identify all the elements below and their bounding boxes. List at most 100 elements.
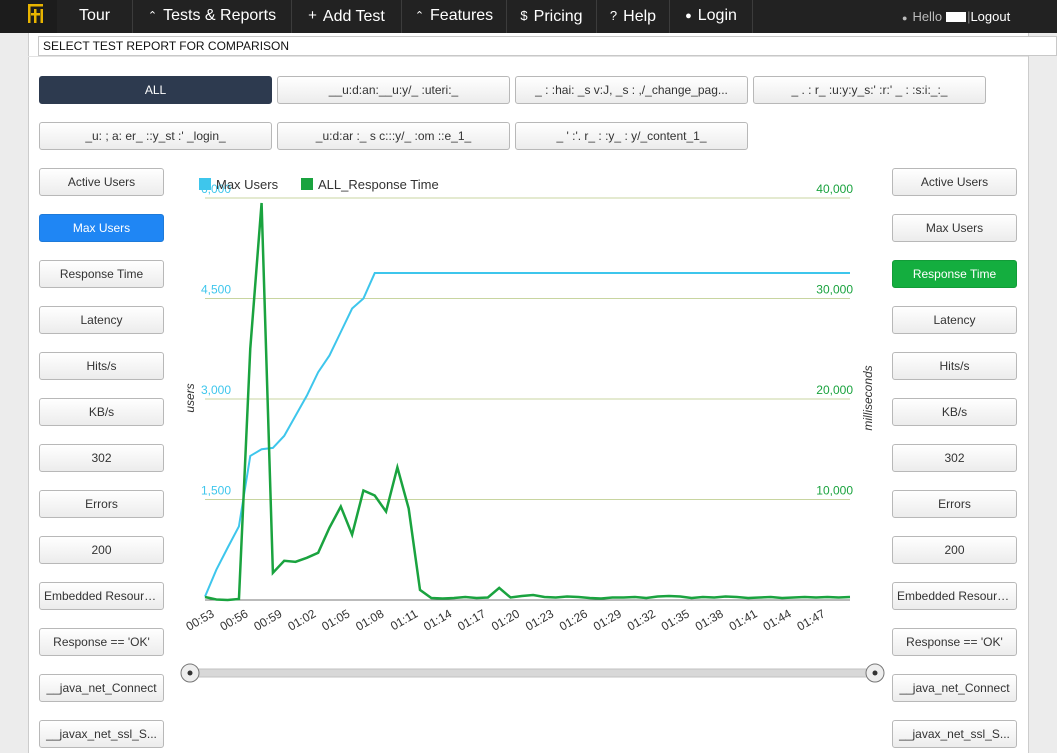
nav-pricing-label: Pricing	[533, 8, 583, 25]
left-metric-button[interactable]: Hits/s	[39, 352, 164, 380]
home-icon: ⌃	[147, 10, 158, 22]
question-icon: ?	[609, 8, 618, 23]
x-tick-label: 01:17	[455, 606, 488, 633]
right-metric-button[interactable]: Max Users	[892, 214, 1017, 242]
nav-login-label: Login	[697, 7, 737, 24]
main-panel	[28, 33, 1029, 753]
nav-tests-reports-label: Tests & Reports	[163, 7, 277, 24]
y-right-tick-label: 30,000	[816, 283, 853, 297]
home-icon: ⌃	[414, 10, 425, 22]
right-metric-button[interactable]: Response Time	[892, 260, 1017, 288]
series-line-response-time	[204, 202, 851, 602]
right-metric-button[interactable]: Latency	[892, 306, 1017, 334]
left-metric-button[interactable]: 200	[39, 536, 164, 564]
nav-tests-reports[interactable]: ⌃ Tests & Reports	[133, 0, 292, 33]
report-select-header[interactable]: SELECT TEST REPORT FOR COMPARISON	[38, 36, 1057, 56]
x-tick-label: 01:35	[659, 606, 692, 633]
series-line-max-users	[204, 272, 850, 598]
left-metric-button[interactable]: Latency	[39, 306, 164, 334]
right-metric-button[interactable]: Hits/s	[892, 352, 1017, 380]
report-button[interactable]: _ ' :'. r_ : :y_ : y/_content_1_	[515, 122, 748, 150]
legend-label-response-time: ALL_Response Time	[318, 177, 439, 192]
x-tick-label: 01:32	[625, 606, 658, 633]
left-metric-button[interactable]: 302	[39, 444, 164, 472]
left-metric-button[interactable]: Max Users	[39, 214, 164, 242]
right-metric-button[interactable]: Errors	[892, 490, 1017, 518]
x-tick-label: 01:02	[285, 606, 318, 633]
slider-track	[189, 668, 877, 678]
top-navigation-bar: Tour ⌃ Tests & Reports + Add Test ⌃ Feature…	[0, 0, 1057, 33]
logout-link[interactable]: Logout	[970, 9, 1011, 24]
comparison-chart: 1,5003,0004,5006,00010,00020,00030,00040…	[183, 177, 875, 634]
report-button[interactable]: _u:d:ar :_ s c:::y/_ :om ::e_1_	[277, 122, 510, 150]
left-metric-button[interactable]: Errors	[39, 490, 164, 518]
nav-add-test[interactable]: + Add Test	[292, 0, 402, 33]
nav-add-test-label: Add Test	[322, 8, 385, 25]
nav-features[interactable]: ⌃ Features	[402, 0, 507, 33]
nav-tour-label: Tour	[78, 7, 111, 24]
right-metric-button[interactable]: 302	[892, 444, 1017, 472]
user-icon: ●	[902, 13, 908, 23]
x-tick-label: 01:47	[795, 606, 828, 633]
slider-handle-right[interactable]	[865, 663, 885, 683]
divider	[28, 56, 1028, 57]
x-tick-label: 01:05	[319, 606, 352, 633]
nav-help-label: Help	[623, 8, 657, 25]
x-tick-label: 00:56	[217, 606, 250, 633]
right-metric-button[interactable]: Response == 'OK'	[892, 628, 1017, 656]
x-tick-label: 01:26	[557, 606, 590, 633]
left-metric-button[interactable]: Active Users	[39, 168, 164, 196]
logo[interactable]	[0, 0, 57, 33]
report-button[interactable]: _u: ; a: er_ ::y_st :' _login_	[39, 122, 272, 150]
nav-login[interactable]: ● Login	[670, 0, 753, 33]
nav-help[interactable]: ? Help	[597, 0, 670, 33]
logo-icon	[28, 4, 43, 23]
left-metric-button[interactable]: Embedded Resources	[39, 582, 164, 610]
x-tick-label: 01:44	[761, 606, 794, 633]
slider-handle-left[interactable]	[180, 663, 200, 683]
nav-pricing[interactable]: $ Pricing	[507, 0, 597, 33]
right-metric-button[interactable]: 200	[892, 536, 1017, 564]
nav-features-label: Features	[430, 7, 494, 24]
y-left-tick-label: 1,500	[201, 484, 231, 498]
right-metric-button[interactable]: KB/s	[892, 398, 1017, 426]
x-tick-label: 01:20	[489, 606, 522, 633]
left-metric-button[interactable]: KB/s	[39, 398, 164, 426]
hello-text: Hello	[912, 9, 943, 24]
x-tick-label: 01:08	[353, 606, 386, 633]
legend-label-max-users: Max Users	[216, 177, 279, 192]
user-greeting: ● Hello |Logout	[902, 9, 1011, 24]
x-tick-label: 01:11	[388, 606, 421, 633]
left-metric-button[interactable]: __javax_net_ssl_S...	[39, 720, 164, 748]
redacted-username	[946, 12, 967, 22]
x-tick-label: 01:29	[591, 606, 624, 633]
report-button-all[interactable]: ALL	[39, 76, 272, 104]
y-right-tick-label: 40,000	[816, 182, 853, 196]
time-range-slider[interactable]	[180, 663, 886, 683]
right-metric-button[interactable]: Active Users	[892, 168, 1017, 196]
x-tick-label: 00:53	[183, 606, 216, 633]
x-tick-label: 01:41	[727, 606, 760, 633]
right-metric-button[interactable]: Embedded Resources	[892, 582, 1017, 610]
right-metric-button[interactable]: __javax_net_ssl_S...	[892, 720, 1017, 748]
report-button[interactable]: _ . : r_ :u:y:y_s:' :r:' _ : :s:i:_:_	[753, 76, 986, 104]
left-metric-button[interactable]: __java_net_Connect	[39, 674, 164, 702]
y-left-tick-label: 4,500	[201, 283, 231, 297]
legend-swatch-response-time	[301, 178, 313, 190]
dollar-icon: $	[520, 8, 528, 23]
y-right-tick-label: 10,000	[816, 484, 853, 498]
x-tick-label: 00:59	[251, 606, 284, 633]
y-right-axis-title: milliseconds	[861, 365, 875, 430]
report-button[interactable]: __u:d:an:__u:y/_ :uteri:_	[277, 76, 510, 104]
x-tick-label: 01:38	[693, 606, 726, 633]
user-icon: ●	[685, 10, 692, 22]
nav-tour[interactable]: Tour	[57, 0, 133, 33]
left-metric-button[interactable]: Response Time	[39, 260, 164, 288]
y-left-tick-label: 3,000	[201, 383, 231, 397]
left-metric-button[interactable]: Response == 'OK'	[39, 628, 164, 656]
right-metric-button[interactable]: __java_net_Connect	[892, 674, 1017, 702]
y-left-axis-title: users	[183, 383, 197, 412]
report-button[interactable]: _ : :hai: _s v:J, _s : ,/_change_pag...	[515, 76, 748, 104]
x-tick-label: 01:23	[523, 606, 556, 633]
legend-swatch-max-users	[199, 178, 211, 190]
